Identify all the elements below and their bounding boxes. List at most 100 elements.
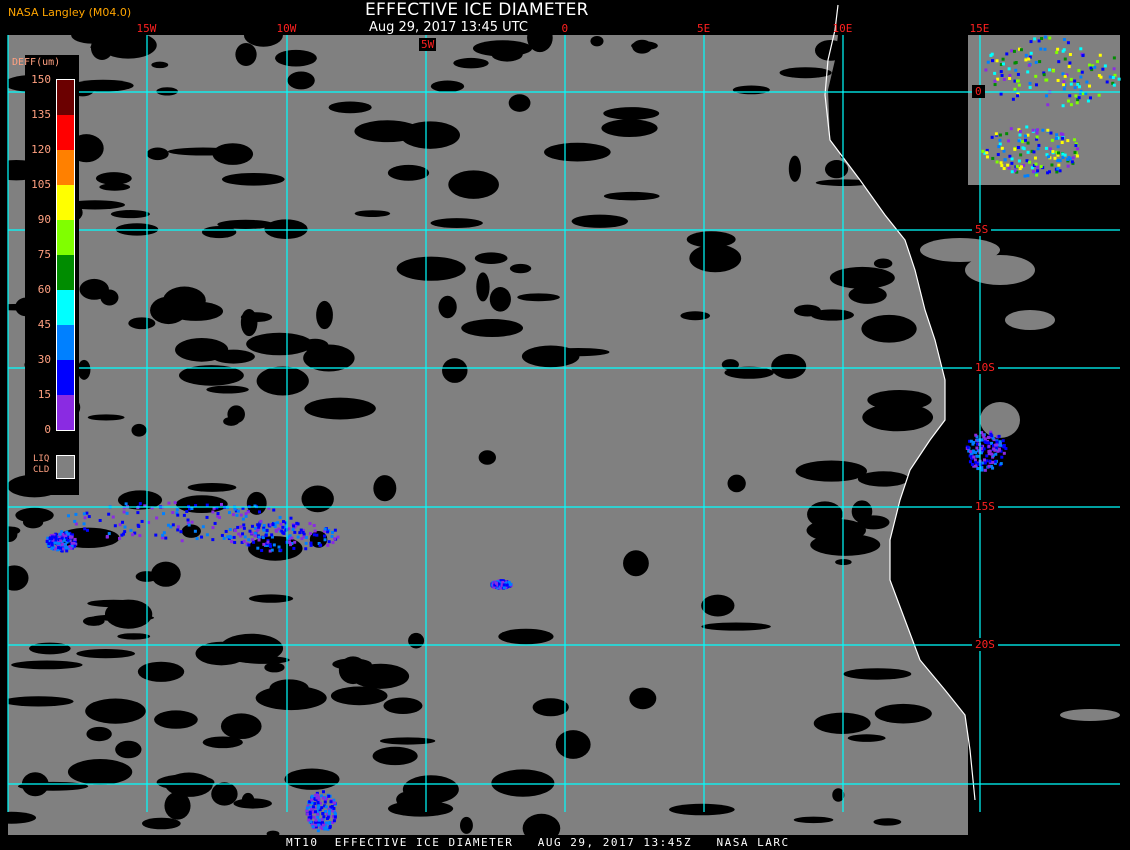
ice-pixel: [975, 454, 979, 458]
ice-pixel: [179, 530, 183, 534]
clear-patch: [680, 311, 711, 321]
ice-pixel: [133, 531, 137, 535]
ice-pixel: [333, 528, 337, 532]
ice-pixel: [65, 530, 69, 534]
ice-pixel: [332, 810, 336, 814]
ice-pixel: [254, 526, 258, 530]
ice-pixel: [1018, 47, 1022, 51]
ice-pixel: [241, 532, 245, 536]
clear-patch: [243, 23, 283, 47]
clear-patch: [79, 278, 109, 300]
clear-patch: [874, 703, 932, 724]
ice-pixel: [284, 521, 288, 525]
ice-pixel: [1015, 170, 1019, 174]
ice-pixel: [994, 443, 998, 447]
ice-pixel: [1062, 48, 1066, 52]
ice-pixel: [313, 810, 317, 814]
ice-pixel: [326, 815, 330, 819]
ice-pixel: [212, 506, 216, 510]
ice-pixel: [261, 536, 265, 540]
ice-pixel: [1019, 48, 1023, 52]
ice-pixel: [327, 540, 331, 544]
ice-pixel: [1037, 39, 1041, 43]
ice-pixel: [316, 809, 320, 813]
ice-pixel: [972, 440, 976, 444]
clear-patch: [11, 660, 83, 670]
ice-pixel: [123, 525, 127, 529]
ice-pixel: [1073, 79, 1077, 83]
ice-pixel: [1028, 160, 1032, 164]
ice-pixel: [1002, 451, 1006, 455]
ice-pixel: [54, 532, 58, 536]
ice-pixel: [318, 801, 322, 805]
ice-pixel: [1007, 166, 1011, 170]
clear-patch: [220, 713, 262, 740]
ice-pixel: [1099, 75, 1103, 79]
ice-pixel: [967, 449, 971, 453]
ice-pixel: [228, 511, 232, 515]
ice-pixel: [310, 807, 314, 811]
ice-pixel: [262, 528, 266, 532]
ice-pixel: [989, 53, 993, 57]
ice-pixel: [69, 546, 73, 550]
ice-pixel: [1034, 162, 1038, 166]
ice-pixel: [324, 796, 328, 800]
clear-patch: [115, 740, 142, 759]
ice-pixel: [1046, 171, 1050, 175]
ice-pixel: [242, 523, 246, 527]
ice-pixel: [315, 533, 319, 537]
ice-pixel: [122, 510, 126, 514]
ice-pixel: [993, 448, 997, 452]
ice-pixel: [252, 540, 256, 544]
clear-patch: [22, 516, 44, 529]
ice-pixel: [993, 459, 997, 463]
ice-pixel: [248, 529, 252, 533]
ice-pixel: [61, 532, 65, 536]
ice-pixel: [59, 546, 63, 550]
ice-pixel: [309, 541, 313, 545]
ice-pixel: [1018, 167, 1022, 171]
ice-pixel: [1034, 74, 1038, 78]
clear-patch: [117, 633, 151, 640]
ice-pixel: [1018, 133, 1022, 137]
ice-pixel: [277, 527, 281, 531]
ice-pixel: [996, 153, 1000, 157]
ice-pixel: [981, 433, 985, 437]
ice-pixel: [968, 439, 972, 443]
ice-pixel: [53, 547, 57, 551]
ice-pixel: [502, 583, 506, 587]
ice-pixel: [324, 810, 328, 814]
ice-pixel: [1076, 98, 1080, 102]
ice-pixel: [316, 815, 320, 819]
ice-pixel: [1001, 57, 1005, 61]
legend-tick-label: 90: [37, 213, 51, 226]
ice-pixel: [320, 794, 324, 798]
ice-pixel: [1033, 156, 1037, 160]
ice-pixel: [253, 504, 257, 508]
ice-pixel: [994, 452, 998, 456]
ice-pixel: [231, 513, 235, 517]
ice-pixel: [1035, 137, 1039, 141]
clear-patch: [163, 286, 206, 315]
ice-pixel: [293, 540, 297, 544]
ice-pixel: [323, 798, 327, 802]
ice-pixel: [257, 510, 261, 514]
ice-pixel: [993, 79, 997, 83]
ice-pixel: [257, 523, 261, 527]
clear-patch: [151, 61, 169, 69]
ice-pixel: [1002, 167, 1006, 171]
ice-pixel: [1067, 156, 1071, 160]
ice-pixel: [64, 546, 68, 550]
clear-patch: [771, 353, 807, 379]
ice-pixel: [1046, 103, 1050, 107]
ice-pixel: [267, 506, 271, 510]
ice-pixel: [176, 513, 180, 517]
ice-pixel: [255, 528, 259, 532]
ice-pixel: [66, 514, 70, 518]
ice-pixel: [979, 447, 983, 451]
ice-pixel: [991, 59, 995, 63]
ice-pixel: [979, 463, 983, 467]
ice-pixel: [1042, 71, 1046, 75]
clear-patch: [509, 263, 532, 274]
ice-pixel: [1048, 147, 1052, 151]
